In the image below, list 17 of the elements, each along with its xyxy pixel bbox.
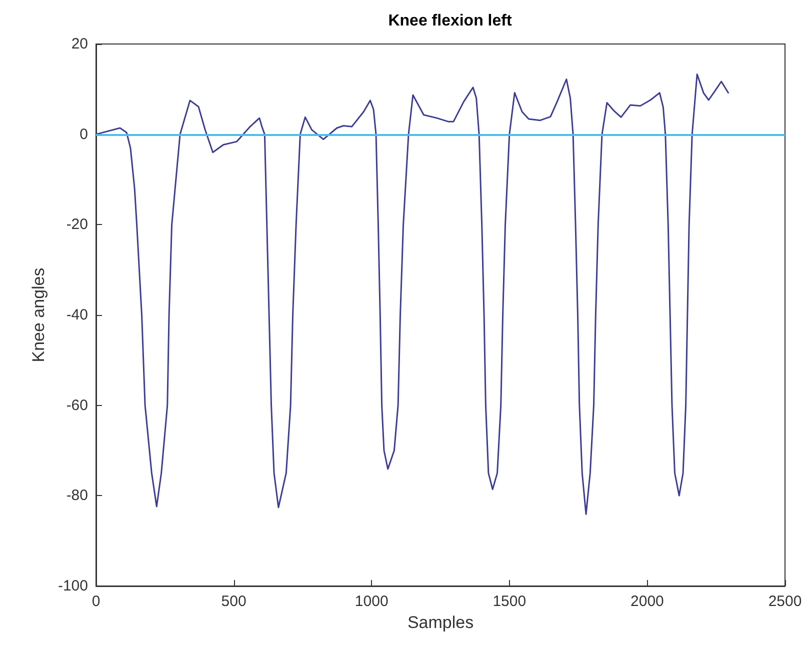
y-tick-label: -40 bbox=[66, 306, 88, 324]
x-tick-label: 1000 bbox=[354, 593, 388, 610]
y-tick-label: -60 bbox=[66, 396, 88, 414]
x-tick-label: 500 bbox=[221, 593, 246, 610]
x-tick-label: 2500 bbox=[768, 593, 802, 610]
y-axis-title: Knee angles bbox=[29, 268, 48, 362]
chart-title: Knee flexion left bbox=[388, 12, 512, 30]
x-tick-label: 0 bbox=[92, 593, 100, 610]
y-tick-label: -80 bbox=[66, 487, 88, 504]
y-tick-label: -20 bbox=[66, 216, 88, 234]
line-series bbox=[95, 74, 729, 515]
x-tick-label: 1500 bbox=[492, 593, 526, 610]
y-tick-label: 0 bbox=[80, 126, 88, 143]
x-tick-label: 2000 bbox=[630, 593, 664, 610]
y-tick-label: 20 bbox=[71, 36, 88, 52]
x-axis-title: Samples bbox=[407, 613, 474, 632]
y-tick-label: -100 bbox=[58, 578, 88, 594]
